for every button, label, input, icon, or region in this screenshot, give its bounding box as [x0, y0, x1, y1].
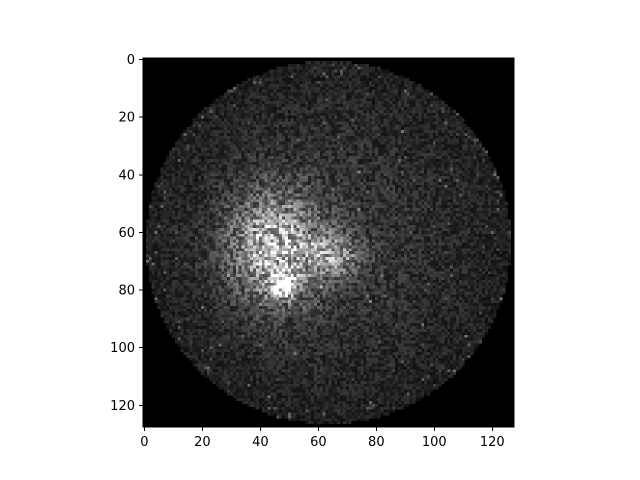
y-tick-label: 100: [110, 341, 135, 356]
x-tick-label: 0: [140, 435, 148, 450]
y-tick-label: 120: [110, 399, 135, 414]
y-axis-ticks: 0 20 40 60 80 100 120: [110, 53, 143, 414]
x-tick-label: 120: [480, 435, 505, 450]
x-tick-label: 100: [422, 435, 447, 450]
plot-frame: [142, 57, 515, 428]
y-tick-label: 40: [118, 168, 135, 183]
x-tick-label: 20: [194, 435, 211, 450]
y-tick-label: 80: [118, 284, 135, 299]
x-axis-ticks: 0 20 40 60 80 100 120: [140, 427, 505, 450]
y-tick-label: 60: [118, 226, 135, 241]
y-tick-label: 20: [118, 111, 135, 126]
x-tick-label: 40: [252, 435, 269, 450]
x-tick-label: 80: [368, 435, 385, 450]
y-tick-label: 0: [127, 53, 135, 68]
heatmap-image: [143, 58, 514, 427]
x-tick-label: 60: [310, 435, 327, 450]
